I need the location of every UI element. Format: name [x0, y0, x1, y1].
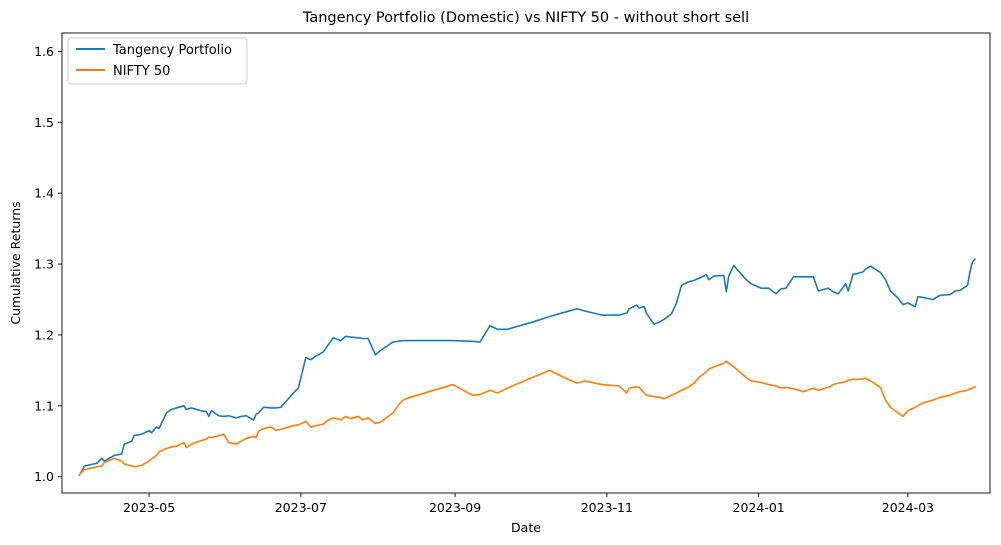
series-line-nifty-50 [78, 360, 976, 476]
y-tick-label: 1.5 [34, 115, 54, 130]
x-tick-label: 2024-03 [882, 500, 934, 515]
y-tick-label: 1.0 [34, 469, 54, 484]
x-tick-label: 2023-09 [429, 500, 481, 515]
x-tick-label: 2023-05 [123, 500, 175, 515]
y-axis-label: Cumulative Returns [8, 201, 23, 324]
x-axis-label: Date [511, 520, 541, 535]
chart-title: Tangency Portfolio (Domestic) vs NIFTY 5… [302, 10, 749, 26]
legend-label-nifty-50: NIFTY 50 [113, 64, 170, 79]
series-line-tangency-portfolio [78, 258, 976, 477]
series-layer [78, 258, 976, 477]
plot-area [61, 32, 991, 494]
x-axis: 2023-05 2023-07 2023-09 2023-11 2024-01 2024-… [123, 493, 934, 515]
y-tick-label: 1.2 [34, 327, 54, 342]
y-tick-label: 1.3 [34, 257, 54, 272]
y-tick-label: 1.4 [34, 186, 54, 201]
x-tick-label: 2024-01 [733, 500, 785, 515]
y-tick-label: 1.6 [34, 44, 54, 59]
plot-frame [61, 32, 991, 494]
y-axis: 1.0 1.1 1.2 1.3 1.4 1.5 1.6 [34, 44, 62, 484]
x-tick-label: 2023-11 [581, 500, 633, 515]
y-tick-label: 1.1 [34, 398, 54, 413]
legend: Tangency Portfolio NIFTY 50 [67, 37, 248, 85]
legend-label-tangency-portfolio: Tangency Portfolio [112, 43, 232, 58]
x-tick-label: 2023-07 [275, 500, 327, 515]
legend-box [67, 37, 248, 85]
